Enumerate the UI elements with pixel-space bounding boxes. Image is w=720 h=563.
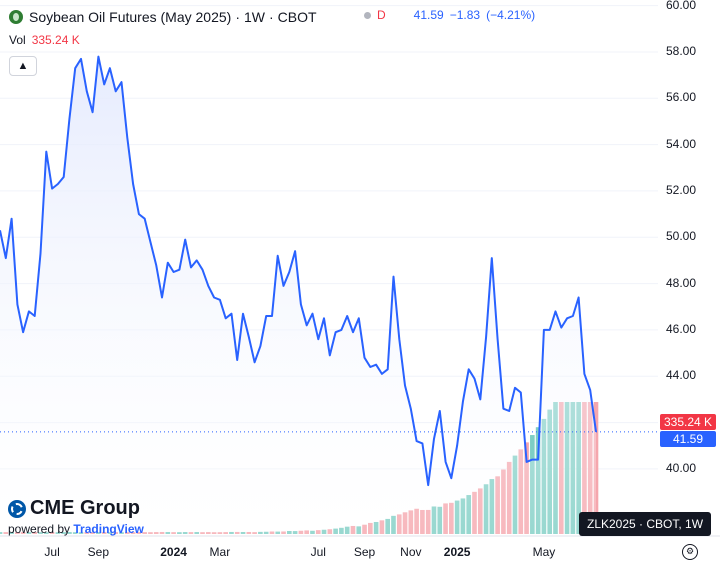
settings-gear-icon[interactable]: ⚙ (682, 544, 698, 560)
y-tick-label: 46.00 (666, 321, 697, 336)
volume-price-tag: 335.24 K (660, 414, 716, 430)
exchange-label: CBOT (277, 9, 317, 25)
x-tick-label: 2024 (160, 545, 187, 559)
price-change: −1.83 (449, 8, 481, 22)
price-area-fill (0, 56, 596, 534)
quote-readout: D 41.59 −1.83 (−4.21%) (364, 8, 535, 22)
soybean-logo-icon (9, 10, 23, 24)
x-tick-label: Sep (353, 545, 376, 559)
y-tick-label: 48.00 (666, 275, 697, 290)
x-tick-label: May (532, 545, 556, 559)
x-tick-label: 2025 (443, 545, 471, 559)
chart-header: Soybean Oil Futures (May 2025) · 1W · CB… (9, 8, 317, 26)
volume-label: Vol (9, 33, 26, 47)
x-tick-label: Nov (400, 545, 422, 559)
chevron-up-icon: ▲ (17, 60, 29, 72)
volume-legend: Vol 335.24 K (9, 33, 80, 47)
x-tick-label: Sep (87, 545, 110, 559)
price-axis[interactable]: 40.0042.0044.0046.0048.0050.0052.0054.00… (658, 0, 720, 534)
volume-value: 335.24 K (31, 33, 80, 47)
delay-indicator[interactable]: D (377, 8, 386, 22)
cme-logo-text: CME Group (30, 497, 140, 519)
last-price: 41.59 (413, 8, 444, 22)
symbol-tag: ZLK2025 · CBOT, 1W (579, 512, 712, 536)
x-tick-label: Jul (310, 545, 326, 559)
price-change-pct: (−4.21%) (486, 8, 536, 22)
y-tick-label: 56.00 (666, 90, 697, 105)
y-tick-label: 40.00 (666, 460, 697, 475)
collapse-legend-button[interactable]: ▲ (9, 56, 37, 76)
last-price-tag: 41.59 (660, 431, 716, 447)
y-tick-label: 50.00 (666, 229, 697, 244)
powered-by-text: powered by (8, 522, 71, 536)
y-tick-label: 60.00 (666, 0, 697, 12)
x-tick-label: Jul (44, 545, 60, 559)
market-status-icon (364, 11, 371, 19)
y-tick-label: 58.00 (666, 43, 697, 58)
symbol-title[interactable]: Soybean Oil Futures (May 2025) (29, 9, 232, 25)
cme-branding[interactable]: CME Group powered by TradingView (8, 497, 144, 536)
y-tick-label: 52.00 (666, 182, 697, 197)
x-tick-label: Mar (209, 545, 231, 559)
y-tick-label: 44.00 (666, 368, 697, 383)
y-tick-label: 54.00 (666, 136, 697, 151)
price-line[interactable] (0, 55, 597, 487)
tradingview-link[interactable]: TradingView (73, 522, 144, 536)
interval-label[interactable]: 1W (244, 9, 265, 25)
cme-globe-icon (8, 499, 26, 518)
